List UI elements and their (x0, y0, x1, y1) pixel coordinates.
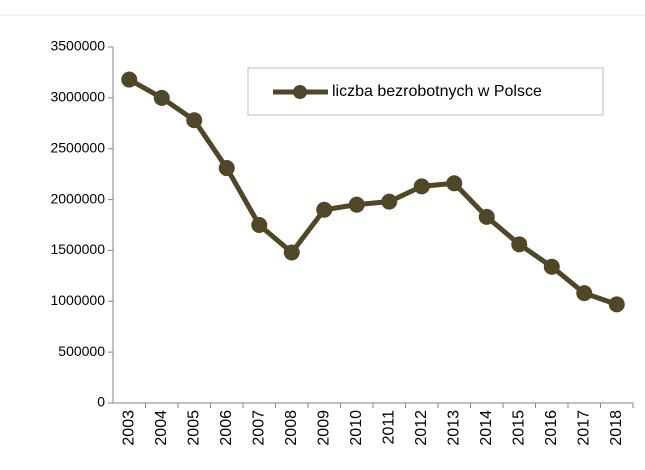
y-tick-label: 500000 (58, 343, 105, 359)
x-tick-label: 2009 (315, 410, 332, 446)
y-tick-label: 0 (97, 394, 105, 410)
series-line (128, 77, 618, 307)
y-tick-label: 2500000 (50, 139, 105, 155)
x-tick-label: 2003 (120, 410, 137, 446)
data-point (511, 236, 528, 253)
x-tick-label: 2006 (218, 410, 235, 446)
data-point (153, 89, 170, 106)
x-tick-label: 2007 (250, 410, 267, 446)
data-point (121, 71, 138, 88)
data-point (283, 244, 300, 261)
x-tick-label: 2013 (445, 410, 462, 446)
x-tick-label: 2012 (413, 410, 430, 446)
data-point (251, 217, 268, 233)
data-point (186, 112, 203, 129)
x-tick-label: 2016 (543, 410, 560, 446)
data-point (348, 196, 365, 213)
y-tick-label: 3500000 (50, 38, 105, 54)
data-point (413, 178, 430, 195)
legend-marker (293, 85, 307, 99)
x-tick-label: 2014 (478, 410, 495, 446)
x-tick-label: 2005 (185, 410, 202, 446)
y-tick-label: 1500000 (50, 241, 105, 257)
data-point (446, 175, 463, 192)
y-tick-label: 2000000 (50, 190, 105, 206)
data-point (543, 258, 560, 275)
data-point (381, 193, 398, 210)
x-tick-label: 2017 (575, 410, 592, 446)
data-point (608, 296, 625, 313)
x-tick-label: 2015 (510, 410, 527, 446)
y-tick-label: 1000000 (50, 292, 105, 308)
y-tick-label: 3000000 (50, 89, 105, 105)
data-point (478, 208, 495, 225)
data-point (576, 285, 593, 302)
x-tick-label: 2018 (608, 410, 625, 446)
legend-label: liczba bezrobotnych w Polsce (332, 83, 542, 100)
x-tick-label: 2011 (380, 410, 397, 445)
x-tick-label: 2008 (283, 410, 300, 446)
x-tick-label: 2004 (153, 410, 170, 446)
data-point (316, 201, 333, 218)
data-point (218, 160, 235, 177)
x-tick-label: 2010 (348, 410, 365, 446)
